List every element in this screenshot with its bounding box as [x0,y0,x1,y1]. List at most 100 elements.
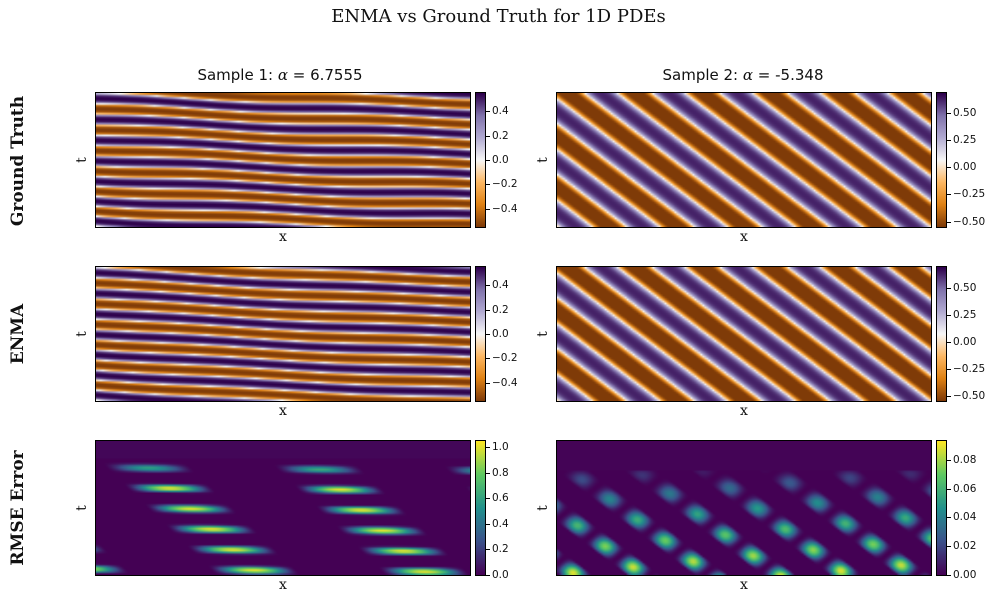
rmse-sample-2-colorbar-tickmark [947,489,951,490]
figure-title: ENMA vs Ground Truth for 1D PDEs [331,6,666,27]
gt-sample-2-ylabel: t [535,157,551,163]
rmse-sample-2-colorbar-tick-label: 0.06 [953,482,977,495]
gt-sample-1-image [96,93,470,227]
gt-sample-2-colorbar-tick-label: 0.25 [953,133,977,146]
enma-sample-1-colorbar-tick-label: −0.2 [492,352,518,365]
col2-alpha-value: = -5.348 [753,66,824,84]
gt-sample-2-colorbar-tickmark [947,194,951,195]
rmse-sample-1-xlabel: x [279,577,287,593]
rmse-sample-1-colorbar-tick-label: 0.2 [492,543,509,556]
rmse-sample-2-colorbar [936,440,947,576]
enma-sample-2-colorbar-tickmark [947,369,951,370]
gt-sample-2-heatmap [556,92,932,228]
gt-sample-1-colorbar-tickmark [486,111,490,112]
enma-sample-2-colorbar-tick-label: 0.50 [953,282,977,295]
gt-sample-1-colorbar-tick-label: 0.2 [492,129,509,142]
rmse-sample-1-colorbar-tick-label: 0.4 [492,517,509,530]
rmse-sample-1-ylabel: t [74,505,90,511]
enma-sample-1-ylabel: t [74,331,90,337]
enma-sample-1-colorbar-gradient [476,267,485,401]
gt-sample-2-colorbar-gradient [937,93,946,227]
column-title-sample-1: Sample 1: α = 6.7555 [90,66,470,84]
enma-sample-2-colorbar-tick-label: 0.25 [953,309,977,322]
enma-sample-2-colorbar-tickmark [947,315,951,316]
enma-sample-1-xlabel: x [279,403,287,419]
enma-sample-2-image [557,267,931,401]
enma-sample-1-colorbar-tickmark [486,334,490,335]
gt-sample-2-colorbar-tickmark [947,167,951,168]
row-label-ground-truth: Ground Truth [8,95,28,227]
col2-alpha-symbol: α [742,66,754,84]
enma-sample-2-ylabel: t [535,331,551,337]
gt-sample-2-colorbar [936,92,947,228]
enma-sample-2-xlabel: x [740,403,748,419]
enma-sample-1-image [96,267,470,401]
enma-sample-2-colorbar-gradient [937,267,946,401]
gt-sample-1-colorbar [475,92,486,228]
enma-sample-2-colorbar [936,266,947,402]
enma-sample-2-colorbar-tick-label: 0.00 [953,336,977,349]
row-label-rmse-error: RMSE Error [8,450,28,566]
enma-sample-2-colorbar-tickmark [947,342,951,343]
gt-sample-1-colorbar-tick-label: 0.0 [492,154,509,166]
enma-sample-1-colorbar-tick-label: 0.0 [492,328,509,340]
column-title-sample-2: Sample 2: α = -5.348 [553,66,933,84]
enma-sample-2-colorbar-tickmark [947,396,951,397]
rmse-sample-2-xlabel: x [740,577,748,593]
gt-sample-2-xlabel: x [740,229,748,245]
gt-sample-2-colorbar-tick-label: −0.25 [953,188,986,201]
gt-sample-1-colorbar-tickmark [486,136,490,137]
gt-sample-1-heatmap [95,92,471,228]
rmse-sample-2-colorbar-tickmark [947,546,951,547]
gt-sample-1-colorbar-tickmark [486,209,490,210]
gt-sample-1-colorbar-gradient [476,93,485,227]
rmse-sample-2-colorbar-tick-label: 0.04 [953,511,977,524]
gt-sample-2-colorbar-tick-label: −0.50 [953,215,986,228]
rmse-sample-1-colorbar-tick-label: 0.0 [492,569,509,581]
rmse-sample-1-colorbar-tickmark [486,498,490,499]
row-label-enma: ENMA [8,303,28,365]
enma-sample-2-heatmap [556,266,932,402]
rmse-sample-1-colorbar-tick-label: 0.6 [492,492,509,505]
gt-sample-1-xlabel: x [279,229,287,245]
rmse-sample-2-colorbar-tickmark [947,517,951,518]
gt-sample-2-colorbar-tick-label: 0.00 [953,161,977,174]
gt-sample-1-colorbar-tick-label: −0.4 [492,202,518,215]
rmse-sample-2-colorbar-tick-label: 0.02 [953,540,977,553]
rmse-sample-1-colorbar-tickmark [486,549,490,550]
rmse-sample-2-ylabel: t [535,505,551,511]
gt-sample-1-colorbar-tickmark [486,184,490,185]
rmse-sample-1-colorbar-tickmark [486,447,490,448]
enma-sample-2-colorbar-tick-label: −0.25 [953,362,986,375]
enma-sample-2-colorbar-tickmark [947,288,951,289]
rmse-sample-2-colorbar-tick-label: 0.00 [953,569,977,581]
rmse-sample-1-colorbar-tick-label: 0.8 [492,466,509,479]
gt-sample-2-colorbar-tickmark [947,113,951,114]
gt-sample-1-ylabel: t [74,157,90,163]
col1-alpha-symbol: α [277,66,288,84]
gt-sample-2-colorbar-tickmark [947,222,951,223]
enma-sample-1-heatmap [95,266,471,402]
gt-sample-2-image [557,93,931,227]
enma-sample-1-colorbar-tick-label: 0.2 [492,303,509,316]
gt-sample-1-colorbar-tick-label: −0.2 [492,178,518,191]
gt-sample-2-colorbar-tickmark [947,140,951,141]
gt-sample-2-colorbar-tick-label: 0.50 [953,106,977,119]
enma-sample-1-colorbar-tick-label: 0.4 [492,279,509,292]
rmse-sample-1-colorbar-tickmark [486,575,490,576]
enma-sample-1-colorbar-tick-label: −0.4 [492,376,518,389]
rmse-sample-1-image [96,441,470,575]
rmse-sample-1-heatmap [95,440,471,576]
enma-sample-1-colorbar-tickmark [486,383,490,384]
enma-sample-1-colorbar-tickmark [486,310,490,311]
col2-prefix: Sample 2: [662,66,743,84]
enma-sample-1-colorbar-tickmark [486,358,490,359]
rmse-sample-1-colorbar [475,440,486,576]
rmse-sample-2-colorbar-tick-label: 0.08 [953,453,977,466]
rmse-sample-2-colorbar-gradient [937,441,946,575]
rmse-sample-2-image [557,441,931,575]
gt-sample-1-colorbar-tick-label: 0.4 [492,105,509,118]
rmse-sample-2-colorbar-tickmark [947,460,951,461]
col1-prefix: Sample 1: [197,66,278,84]
rmse-sample-2-heatmap [556,440,932,576]
